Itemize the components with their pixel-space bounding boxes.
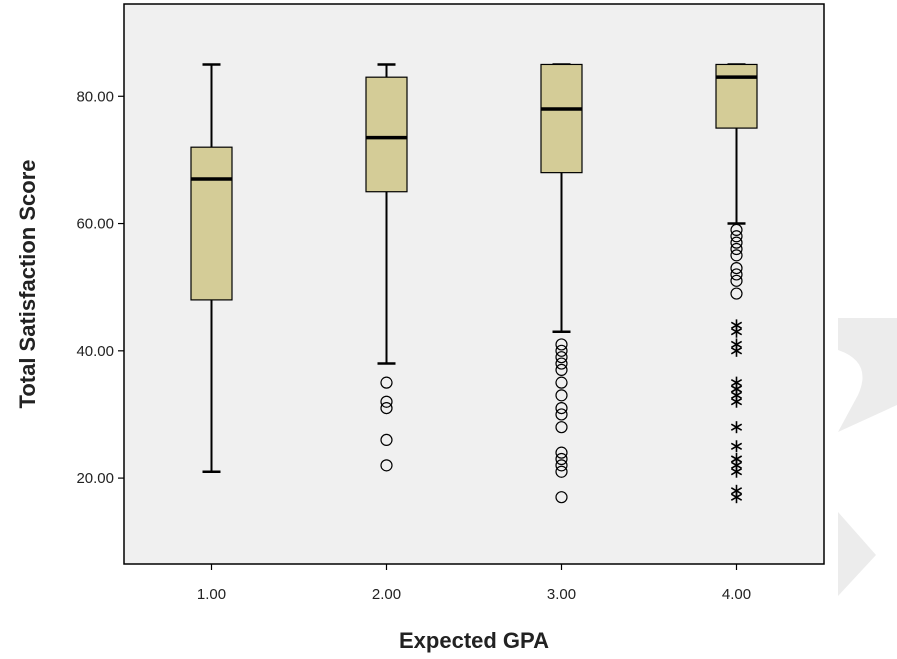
extreme-point (730, 465, 743, 478)
outlier-point (555, 344, 568, 357)
outlier-point (555, 351, 568, 364)
extreme-stroke (730, 468, 743, 476)
y-tick-label: 80.00 (76, 88, 114, 105)
outlier-point (555, 491, 568, 504)
box-1.00 (190, 63, 233, 473)
outlier-point (555, 376, 568, 389)
y-tick-label: 20.00 (76, 470, 114, 487)
x-tick-label: 2.00 (372, 586, 401, 603)
outlier-point (730, 268, 743, 281)
extreme-stroke (730, 378, 743, 387)
x-axis-title: Expected GPA (399, 628, 549, 653)
outlier-point (730, 261, 743, 275)
y-axis-title: Total Satisfaction Score (15, 160, 40, 409)
iqr-box (540, 63, 583, 174)
outlier-point (555, 389, 568, 402)
extreme-stroke (730, 328, 743, 336)
extreme-point (730, 325, 743, 338)
outlier-point (555, 465, 568, 478)
outlier-point (555, 459, 568, 472)
decorative-chevron-shape (838, 512, 876, 596)
outlier-point (730, 230, 743, 243)
outlier-point (555, 421, 568, 434)
outlier-point (730, 236, 743, 249)
outlier-point (555, 446, 568, 459)
extreme-stroke (730, 461, 743, 470)
outlier-point (730, 223, 743, 237)
outlier-point (555, 401, 568, 415)
outlier-point (730, 242, 743, 256)
extreme-stroke (730, 493, 743, 501)
outlier-point (730, 249, 743, 262)
y-tick-label: 40.00 (76, 343, 114, 360)
extreme-stroke (730, 442, 743, 450)
outlier-point (555, 363, 568, 377)
iqr-box (715, 63, 758, 129)
extreme-stroke (730, 347, 743, 355)
outlier-point (555, 338, 568, 351)
extreme-stroke (730, 340, 743, 349)
y-tick-label: 60.00 (76, 216, 114, 233)
outlier-point (380, 459, 393, 472)
extreme-point (730, 440, 743, 453)
box-2.00 (365, 63, 408, 472)
iqr-box (365, 76, 408, 193)
x-tick-label: 3.00 (547, 586, 576, 603)
outlier-point (730, 274, 743, 287)
outlier-point (555, 452, 568, 466)
x-tick-label: 4.00 (722, 586, 751, 603)
extreme-stroke (730, 385, 743, 393)
outlier-point (380, 395, 393, 408)
extreme-stroke (730, 321, 743, 330)
extreme-point (730, 344, 743, 357)
outlier-point (730, 287, 743, 300)
extreme-stroke (730, 455, 743, 463)
decorative-shapes (838, 318, 897, 596)
outlier-point (380, 401, 393, 415)
box-4.00 (715, 63, 758, 504)
outlier-point (555, 357, 568, 370)
outlier-point (380, 433, 393, 447)
extreme-point (730, 395, 743, 408)
extreme-stroke (730, 487, 743, 495)
x-tick-label: 1.00 (197, 586, 226, 603)
outlier-point (555, 408, 568, 421)
extreme-point (730, 421, 743, 434)
outlier-point (380, 376, 393, 389)
extreme-stroke (730, 423, 743, 431)
iqr-box (190, 146, 233, 301)
extreme-stroke (730, 391, 743, 400)
extreme-point (730, 491, 743, 504)
y-axis: 20.00 40.00 60.00 80.00 (76, 88, 124, 487)
box-group (190, 63, 758, 504)
plot-area (123, 3, 825, 565)
x-axis: 1.00 2.00 3.00 4.00 (197, 564, 751, 603)
decorative-arc-shape (838, 318, 897, 432)
box-3.00 (540, 63, 583, 504)
extreme-stroke (730, 398, 743, 406)
